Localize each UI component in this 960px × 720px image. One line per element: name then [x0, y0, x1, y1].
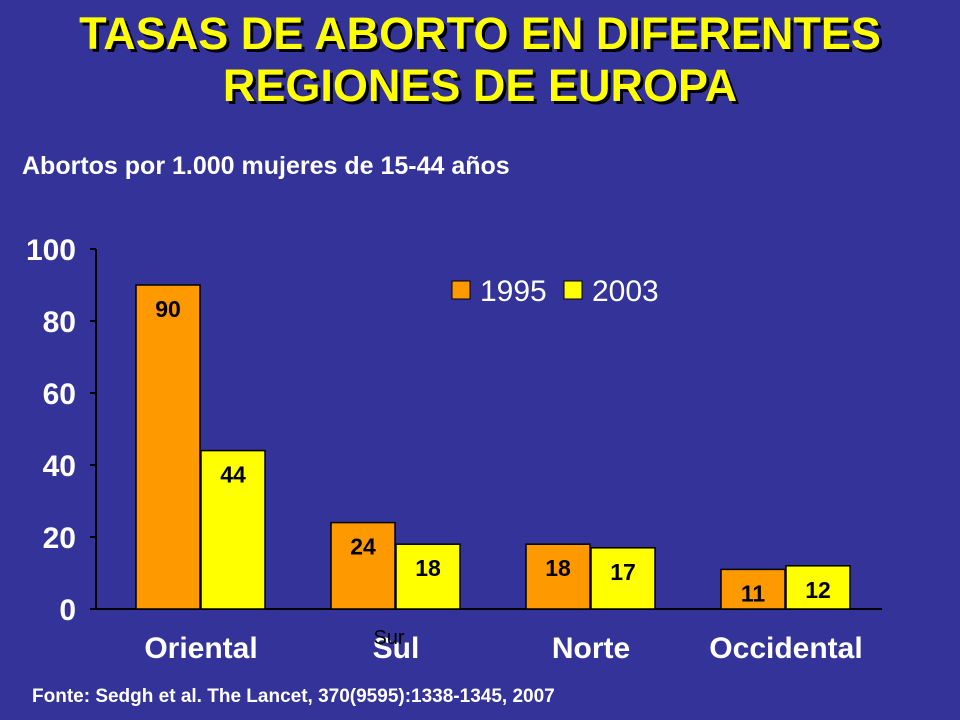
legend-swatch-2003: [563, 280, 583, 300]
bar-value-label: 12: [805, 577, 831, 603]
bar-1995-oriental: [135, 284, 201, 610]
legend-label-2003: 2003: [592, 275, 659, 308]
y-tick-label: 40: [43, 450, 76, 483]
bar-value-label: 17: [610, 559, 636, 585]
bar-1995-sul: [330, 521, 396, 610]
page-title: TASAS DE ABORTO EN DIFERENTES REGIONES D…: [0, 8, 960, 112]
category-overlay-text: Sur: [373, 627, 404, 649]
x-category-label: Oriental: [144, 632, 257, 665]
bar-value-label: 24: [350, 534, 376, 560]
bar-value-label: 44: [220, 462, 246, 488]
x-category-label: Sul: [373, 632, 420, 665]
x-category-label: Norte: [552, 632, 630, 665]
bar-value-label: 18: [415, 555, 441, 581]
title-line-2: REGIONES DE EUROPA: [222, 60, 738, 111]
bar-2003-norte: [590, 547, 656, 610]
y-tick-label: 0: [59, 594, 76, 627]
title-line-1: TASAS DE ABORTO EN DIFERENTES: [79, 8, 881, 59]
bar-1995-occidental: [720, 568, 786, 610]
y-tick-label: 100: [26, 234, 76, 267]
legend-label-1995: 1995: [480, 275, 547, 308]
bar-value-label: 90: [155, 296, 181, 322]
bar-2003-occidental: [785, 565, 851, 610]
chart-subtitle: Abortos por 1.000 mujeres de 15-44 años: [22, 152, 510, 180]
y-tick-label: 20: [43, 522, 76, 555]
bar-1995-norte: [525, 543, 591, 610]
bar-2003-sul: [395, 543, 461, 610]
bar-value-label: 18: [545, 555, 571, 581]
y-tick-label: 80: [43, 306, 76, 339]
source-citation: Fonte: Sedgh et al. The Lancet, 370(9595…: [32, 686, 555, 707]
bar-2003-oriental: [200, 449, 266, 610]
y-tick-label: 60: [43, 378, 76, 411]
bar-value-label: 11: [741, 580, 766, 606]
x-category-label: Occidental: [709, 632, 862, 665]
legend-swatch-1995: [451, 280, 471, 300]
